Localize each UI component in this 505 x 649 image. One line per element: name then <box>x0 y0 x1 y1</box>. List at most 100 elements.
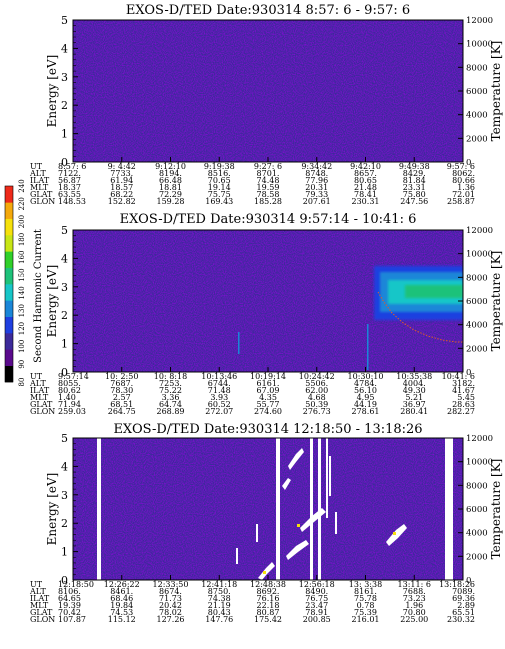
colorbar-tick-label: 80 <box>18 378 26 387</box>
table-cell: 75.22 <box>159 386 182 395</box>
table-cell: 8161. <box>354 587 377 596</box>
energy-tick-label: 2 <box>61 309 68 322</box>
table-row-label: ALT <box>29 379 46 388</box>
colorbar-cell <box>5 284 13 301</box>
table-cell: 8701. <box>257 169 280 178</box>
table-row-label: ILAT <box>30 386 50 395</box>
energy-tick-label: 5 <box>61 224 68 237</box>
table-cell: 63.55 <box>58 190 81 199</box>
table-cell: 9:57: 6 <box>447 162 475 171</box>
table-cell: 159.28 <box>157 197 185 206</box>
panel-2-orbit-table: UT 9:57:14 10: 2:50 10: 8:18 10:13:46 10:19:1… <box>29 372 475 416</box>
panel-2-title: EXOS-D/TED Date:930314 9:57:14 - 10:41: … <box>120 212 417 227</box>
table-cell: 78.41 <box>354 190 377 199</box>
table-cell: 258.87 <box>447 197 475 206</box>
table-row-label: UT <box>30 580 43 589</box>
temperature-tick-label: 8000 <box>466 273 488 283</box>
table-cell: 169.43 <box>205 197 233 206</box>
energy-tick-label: 3 <box>61 71 68 84</box>
table-cell: 282.27 <box>447 407 475 416</box>
energy-tick-label: 3 <box>61 281 68 294</box>
temperature-axis-label: Temperature [K] <box>489 459 503 560</box>
feature-4 <box>286 540 309 560</box>
table-cell: 23.31 <box>403 183 426 192</box>
table-cell: 8750. <box>208 587 231 596</box>
table-row-label: ALT <box>29 169 46 178</box>
temperature-tick-label: 8000 <box>466 481 488 491</box>
table-cell: 8516. <box>208 169 231 178</box>
table-cell: 7687. <box>110 379 133 388</box>
table-cell: 8429. <box>403 169 426 178</box>
table-cell: 185.28 <box>254 197 282 206</box>
table-cell: 28.63 <box>452 400 475 409</box>
table-cell: 8692. <box>257 587 280 596</box>
colorbar-cell <box>5 235 13 252</box>
table-cell: 72.29 <box>159 190 182 199</box>
gap-3 <box>310 438 313 580</box>
table-cell: 13: 3:38 <box>349 580 382 589</box>
colorbar-cell <box>5 202 13 219</box>
colorbar-tick-label: 150 <box>18 268 26 281</box>
colorbar-cell <box>5 349 13 366</box>
table-cell: 22.18 <box>257 601 280 610</box>
table-row-label: MLT <box>30 183 49 192</box>
table-row-label: UT <box>30 162 43 171</box>
table-cell: 247.56 <box>400 197 428 206</box>
table-cell: 12:33:50 <box>153 580 189 589</box>
energy-axis-label: Energy [eV] <box>45 265 59 338</box>
table-row-label: GLAT <box>30 190 53 199</box>
table-cell: 9:12:10 <box>155 162 186 171</box>
table-row-label: GLON <box>30 197 55 206</box>
temperature-tick-label: 10000 <box>466 250 493 260</box>
gap-4 <box>318 438 321 580</box>
table-cell: 278.61 <box>352 407 380 416</box>
temperature-tick-label: 0 <box>466 576 471 586</box>
table-cell: 44.19 <box>354 400 377 409</box>
table-cell: 12:18:50 <box>58 580 94 589</box>
panel-3-axes: 5 4 3 2 1 0 12000 10000 8000 6000 4000 2000 0 Energy … <box>45 432 503 587</box>
table-cell: 80.87 <box>257 608 280 617</box>
table-cell: 55.77 <box>257 400 280 409</box>
table-cell: 10:30:10 <box>348 372 384 381</box>
table-cell: 64.74 <box>159 400 182 409</box>
table-cell: 115.12 <box>108 615 136 624</box>
table-cell: 78.02 <box>159 608 182 617</box>
feature-8 <box>236 548 238 564</box>
panel-3-orbit-table: UT 12:18:50 12:26:22 12:33:50 12:41:18 12:48:… <box>29 580 475 624</box>
table-cell: 80.65 <box>354 176 377 185</box>
energy-tick-label: 5 <box>61 14 68 27</box>
table-cell: 127.26 <box>157 615 185 624</box>
table-cell: 71.48 <box>208 386 231 395</box>
table-cell: 6744. <box>208 379 231 388</box>
table-cell: 268.89 <box>157 407 185 416</box>
table-cell: 9:49:38 <box>399 162 430 171</box>
table-cell: 8748. <box>305 169 328 178</box>
table-cell: 10:24:42 <box>299 372 335 381</box>
table-cell: 75.75 <box>208 190 231 199</box>
table-cell: 2.57 <box>113 393 131 402</box>
gap-2 <box>276 438 280 580</box>
table-cell: 56.10 <box>354 386 377 395</box>
table-row-label: ILAT <box>30 176 50 185</box>
table-cell: 8106. <box>58 587 81 596</box>
table-cell: 230.32 <box>447 615 475 624</box>
table-cell: 19.59 <box>257 183 280 192</box>
table-cell: 7688. <box>403 587 426 596</box>
table-cell: 68.51 <box>110 400 133 409</box>
table-cell: 64.65 <box>58 594 81 603</box>
table-cell: 1.40 <box>58 393 76 402</box>
colorbar-tick-label: 130 <box>18 304 26 317</box>
table-cell: 1.96 <box>405 601 423 610</box>
table-cell: 9:57:14 <box>58 372 89 381</box>
table-cell: 56.87 <box>58 176 81 185</box>
table-cell: 216.01 <box>352 615 380 624</box>
temperature-tick-label: 2000 <box>466 552 488 562</box>
table-cell: 230.31 <box>352 197 380 206</box>
table-row-label: GLON <box>30 407 55 416</box>
panel-1: EXOS-D/TED Date:930314 8:57: 6 - 9:57: 6… <box>29 3 503 206</box>
panel-2-axes: 5 4 3 2 1 0 12000 10000 8000 6000 4000 2000 0 Energy … <box>45 224 503 379</box>
table-row-label: ALT <box>29 587 46 596</box>
table-cell: 10:41: 6 <box>442 372 475 381</box>
energy-tick-label: 5 <box>61 432 68 445</box>
